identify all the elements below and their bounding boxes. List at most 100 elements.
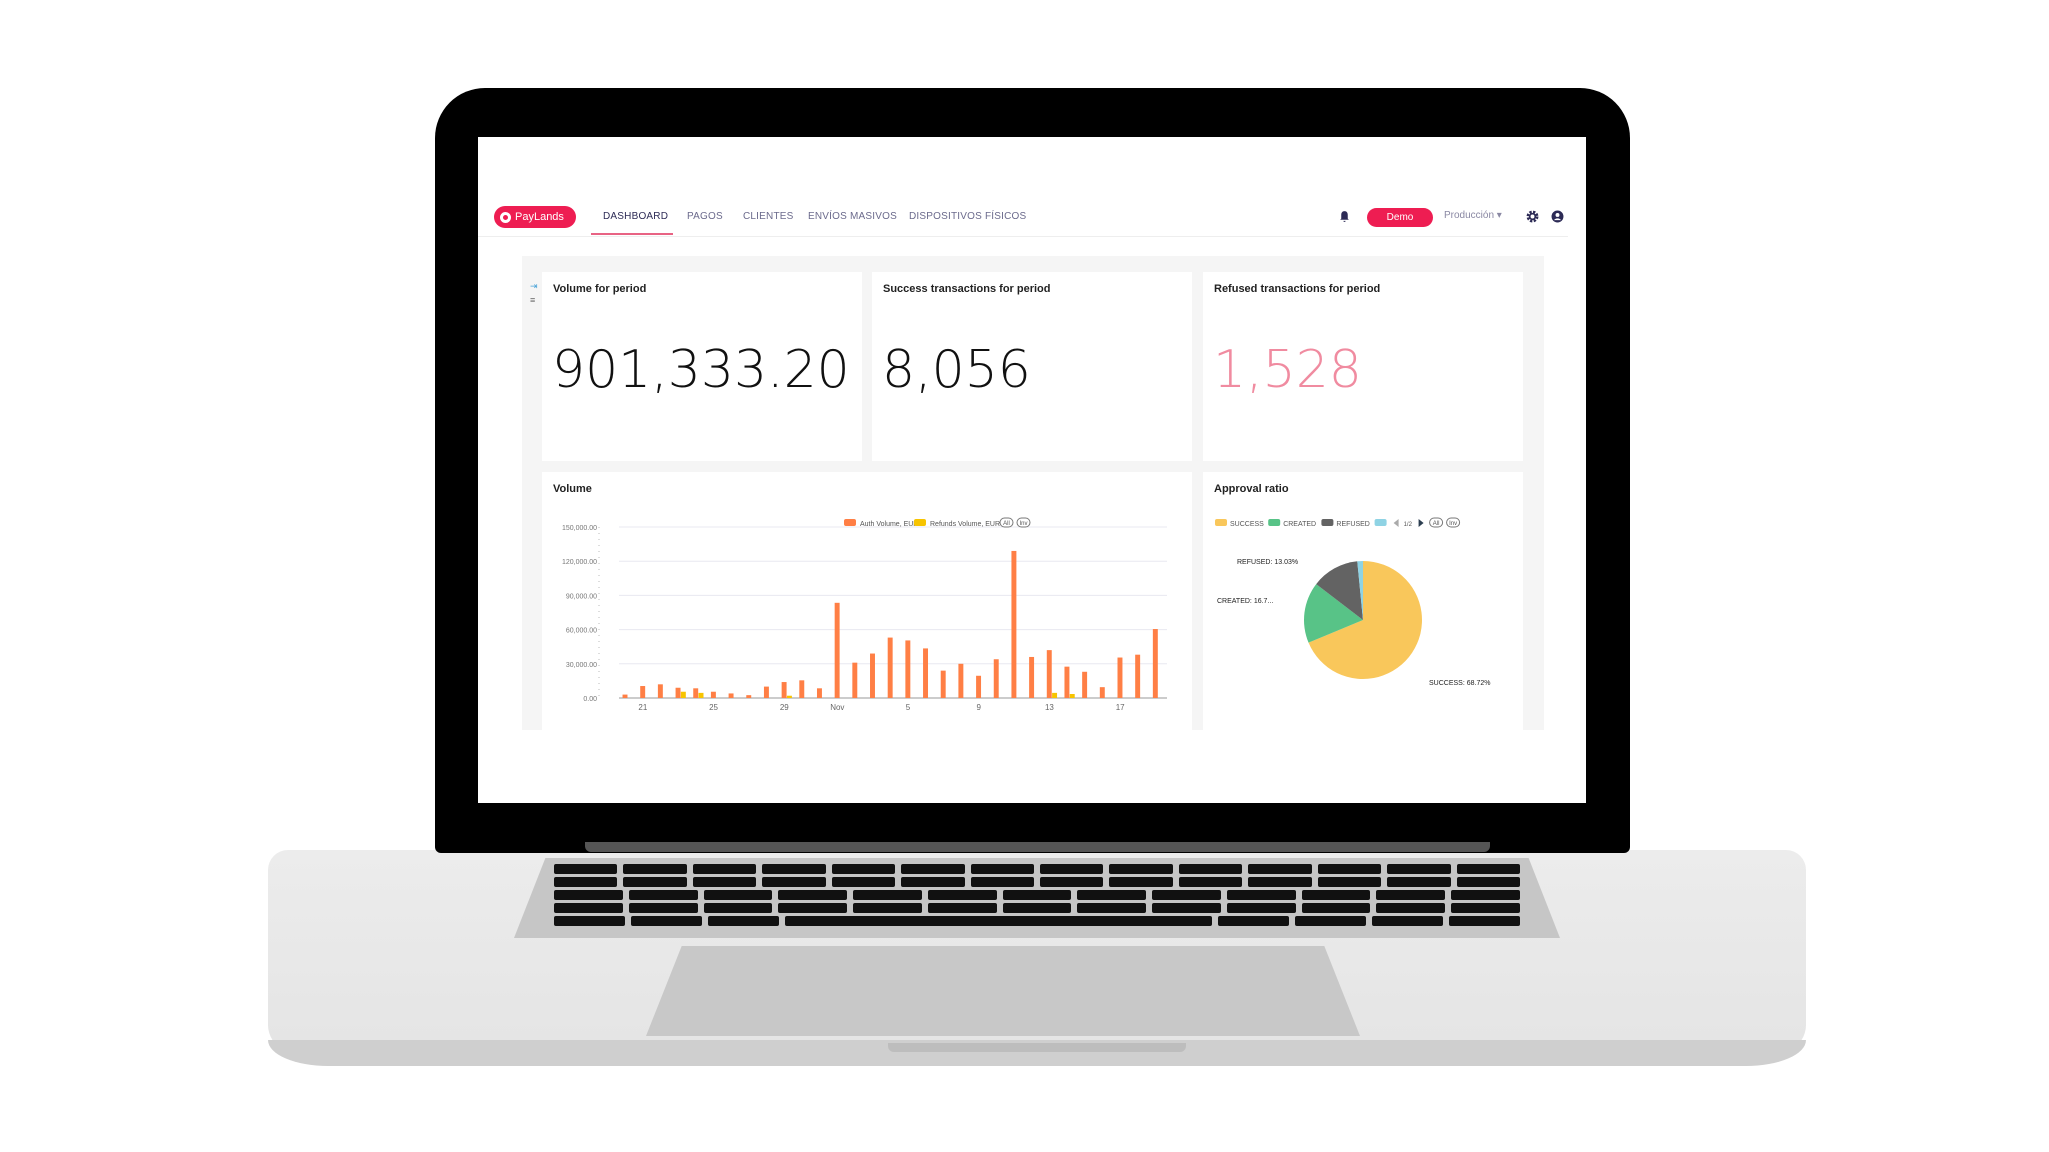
legend-button-label: All — [1003, 521, 1010, 527]
legend-inv-button[interactable] — [1016, 517, 1031, 528]
bar-auth — [710, 691, 716, 698]
tab-clientes[interactable]: CLIENTES — [743, 211, 794, 222]
bar-auth — [657, 684, 663, 698]
x-tick-label: Nov — [830, 703, 844, 712]
bar-auth — [923, 648, 929, 698]
kpi-value: 901,333.20 — [552, 340, 850, 400]
bar-auth — [816, 688, 822, 698]
bar-auth — [640, 686, 646, 698]
bar-auth — [622, 694, 628, 698]
bar-auth — [1152, 629, 1158, 698]
expand-icon[interactable]: ⇥ — [530, 281, 538, 291]
kpi-title: Volume for period — [553, 283, 647, 295]
approval-chart-card: Approval ratio SUCCESS: 68.72% CREATED: 1… — [1203, 472, 1523, 730]
legend-pager: 1/2 — [1404, 522, 1413, 528]
legend-all-button[interactable] — [999, 517, 1014, 528]
bar-refunds — [698, 692, 704, 698]
environment-dropdown[interactable]: Producción ▾ — [1444, 210, 1502, 221]
nav-divider — [478, 236, 1568, 237]
bar-auth — [958, 663, 964, 698]
demo-button[interactable]: Demo — [1367, 208, 1433, 227]
legend-swatch[interactable] — [1321, 519, 1334, 526]
y-tick-label: 150,000.00 — [562, 525, 597, 532]
legend-swatch[interactable] — [1268, 519, 1281, 526]
slice-label: CREATED: 16.7... — [1217, 598, 1273, 605]
bar-auth — [905, 640, 911, 698]
y-tick-label: 120,000.00 — [562, 559, 597, 566]
bar-auth — [746, 695, 752, 698]
bar-auth — [1011, 550, 1017, 698]
bar-auth — [993, 659, 999, 698]
pie-slice-success[interactable] — [1308, 561, 1422, 679]
volume-chart-card: Volume 0.00 30,000.00 60,000.00 90,000.00 12… — [542, 472, 1192, 730]
bar-auth — [870, 653, 875, 698]
paylands-logo[interactable]: PayLands — [494, 206, 576, 228]
legend-label: Auth Volume, EUR — [860, 521, 918, 528]
legend-label: SUCCESS — [1230, 521, 1264, 528]
kpi-card-success: Success transactions for period 8,056 — [872, 272, 1192, 461]
legend-swatch[interactable] — [1374, 519, 1387, 526]
bar-auth — [799, 680, 805, 698]
bar-auth — [852, 662, 858, 698]
logo-icon — [500, 211, 511, 223]
approval-pie-chart: SUCCESS: 68.72% CREATED: 16.7... REFUSED: … — [1215, 517, 1490, 687]
slice-label: REFUSED: 13.03% — [1237, 559, 1298, 566]
active-tab-indicator — [591, 233, 673, 235]
legend-all-button[interactable] — [1429, 517, 1444, 528]
pie-slice-created[interactable] — [1304, 584, 1363, 643]
legend-button-label: Inv — [1019, 521, 1027, 527]
tab-envios-masivos[interactable]: ENVÍOS MASIVOS — [808, 211, 897, 222]
tab-pagos[interactable]: PAGOS — [687, 211, 723, 222]
legend-label: REFUSED — [1336, 521, 1369, 528]
legend-next-icon[interactable] — [1418, 519, 1424, 527]
y-tick-label: 30,000.00 — [566, 662, 597, 669]
bar-auth — [940, 670, 946, 698]
legend-prev-icon[interactable] — [1393, 519, 1399, 527]
legend-label: Refunds Volume, EUR — [930, 521, 1000, 528]
legend-label: CREATED — [1283, 521, 1316, 528]
x-tick-label: 13 — [1045, 703, 1054, 712]
legend-button-label: Inv — [1449, 521, 1457, 527]
user-icon[interactable] — [1551, 210, 1564, 223]
y-tick-label: 90,000.00 — [566, 593, 597, 600]
laptop-trackpad — [646, 946, 1360, 1036]
y-tick-label: 0.00 — [583, 696, 597, 703]
bar-auth — [763, 686, 769, 698]
volume-bar-chart: 0.00 30,000.00 60,000.00 90,000.00 120,000.0… — [562, 517, 1167, 712]
x-tick-label: 25 — [709, 703, 718, 712]
chart-title: Volume — [553, 483, 592, 495]
slice-label: SUCCESS: 68.72% — [1429, 680, 1490, 687]
x-tick-label: 29 — [780, 703, 789, 712]
tab-dashboard[interactable]: DASHBOARD — [603, 211, 669, 222]
legend-inv-button[interactable] — [1446, 517, 1461, 528]
pie-slice-refused[interactable] — [1316, 561, 1363, 620]
bar-auth — [693, 688, 699, 698]
bar-refunds — [786, 695, 792, 698]
pie-slice-other[interactable] — [1357, 561, 1363, 620]
side-tools: ⇥ ≡ — [530, 279, 538, 307]
bar-auth — [675, 687, 681, 698]
app-screen: PayLands DASHBOARD PAGOS CLIENTES ENVÍOS… — [478, 137, 1586, 803]
bar-auth — [1064, 666, 1070, 698]
legend-swatch[interactable] — [1215, 519, 1227, 526]
kpi-value: 8,056 — [882, 340, 1031, 400]
bar-refunds — [680, 691, 686, 698]
bar-auth — [1082, 671, 1088, 698]
legend-swatch[interactable] — [914, 519, 926, 526]
bar-auth — [1099, 687, 1105, 698]
chart-title: Approval ratio — [1214, 483, 1289, 495]
tab-dispositivos-fisicos[interactable]: DISPOSITIVOS FÍSICOS — [909, 211, 1027, 222]
kpi-title: Success transactions for period — [883, 283, 1051, 295]
bell-icon[interactable] — [1338, 210, 1351, 223]
bar-refunds — [1052, 692, 1058, 698]
y-tick-label: 60,000.00 — [566, 628, 597, 635]
bar-auth — [976, 675, 982, 698]
x-tick-label: 21 — [638, 703, 647, 712]
x-tick-label: 17 — [1116, 703, 1125, 712]
gear-icon[interactable] — [1526, 210, 1539, 223]
bar-auth — [834, 602, 840, 698]
legend-swatch[interactable] — [844, 519, 856, 526]
laptop-hinge — [585, 842, 1490, 852]
laptop-keyboard — [514, 858, 1560, 938]
filter-icon[interactable]: ≡ — [530, 295, 536, 305]
